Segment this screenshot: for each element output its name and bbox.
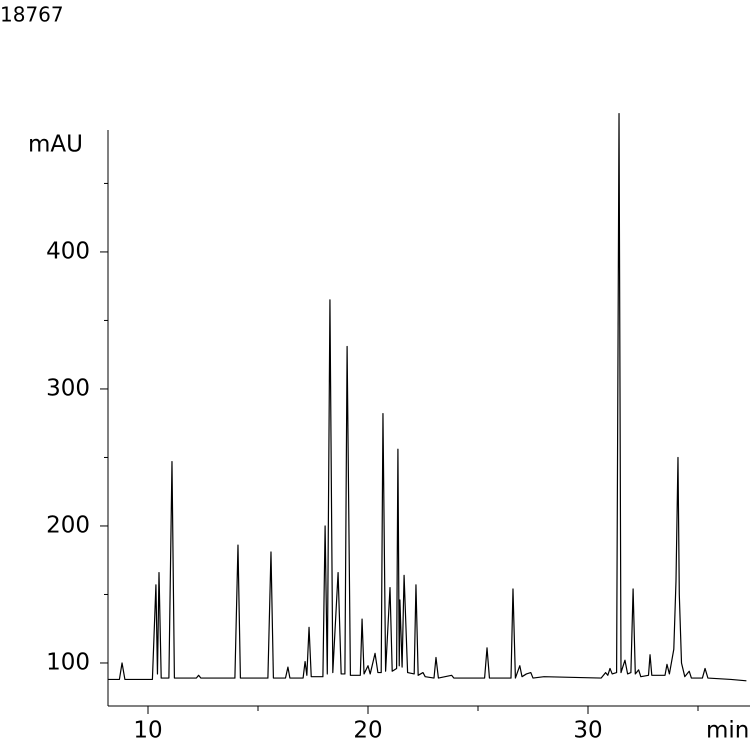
x-tick-label: 10 (133, 718, 162, 742)
x-axis-label: min (706, 718, 749, 742)
x-tick-label: 20 (353, 718, 382, 742)
chromatogram-trace (108, 112, 747, 682)
y-axis-label: mAU (28, 132, 83, 158)
y-tick-label: 100 (46, 649, 90, 675)
y-tick-label: 300 (46, 375, 90, 401)
y-tick-label: 200 (46, 512, 90, 538)
x-tick-label: 30 (573, 718, 602, 742)
chart-title: 18767 (0, 3, 64, 27)
y-tick-label: 400 (46, 238, 90, 264)
